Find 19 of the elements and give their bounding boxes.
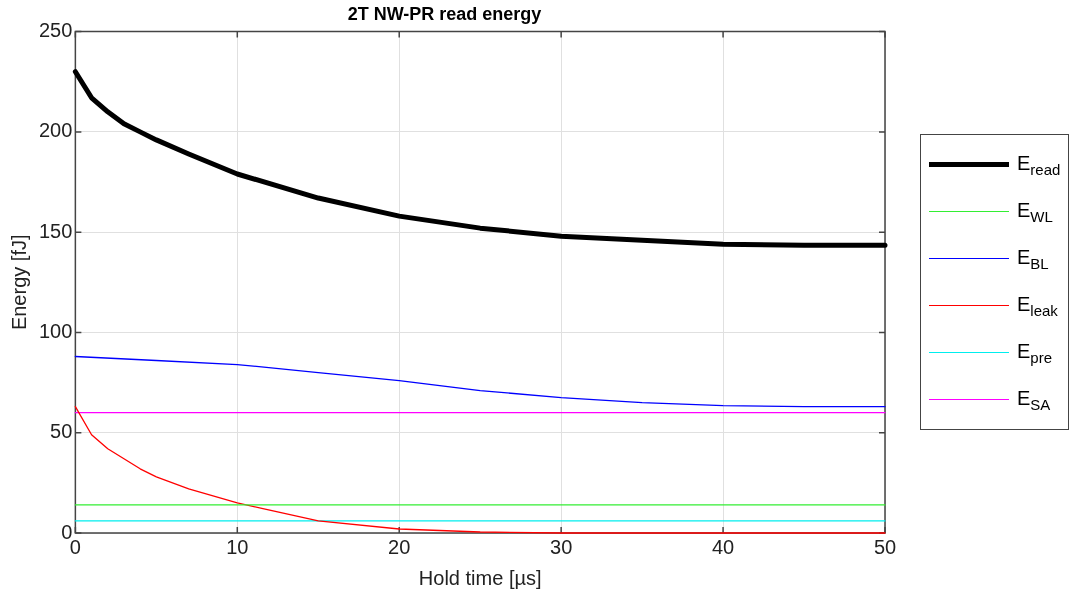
y-tick-label: 100 bbox=[38, 319, 73, 342]
y-tick-label: 250 bbox=[38, 19, 73, 42]
legend-label: E$_{read}$ bbox=[1017, 151, 1061, 178]
y-axis-title: Energy [fJ] bbox=[7, 234, 30, 331]
legend-label: E$_{leak}$ bbox=[1017, 292, 1058, 319]
legend-label: E$_{SA}$ bbox=[1017, 386, 1051, 413]
legend-label: E$_{pre}$ bbox=[1017, 339, 1053, 366]
y-tick-label: 50 bbox=[50, 420, 73, 443]
x-tick-label: 20 bbox=[388, 535, 411, 558]
x-tick-label: 50 bbox=[873, 535, 897, 558]
y-tick-label: 200 bbox=[38, 119, 73, 142]
legend-label: E$_{BL}$ bbox=[1017, 245, 1049, 272]
x-tick-label: 40 bbox=[711, 535, 735, 558]
x-tick-label: 30 bbox=[550, 535, 573, 558]
legend-label: E$_{WL}$ bbox=[1017, 198, 1053, 225]
chart-title: 2T NW-PR read energy bbox=[347, 3, 542, 24]
y-tick-label: 150 bbox=[38, 219, 73, 242]
x-tick-label: 10 bbox=[226, 535, 249, 558]
x-axis-title: Hold time [µs] bbox=[418, 566, 542, 589]
